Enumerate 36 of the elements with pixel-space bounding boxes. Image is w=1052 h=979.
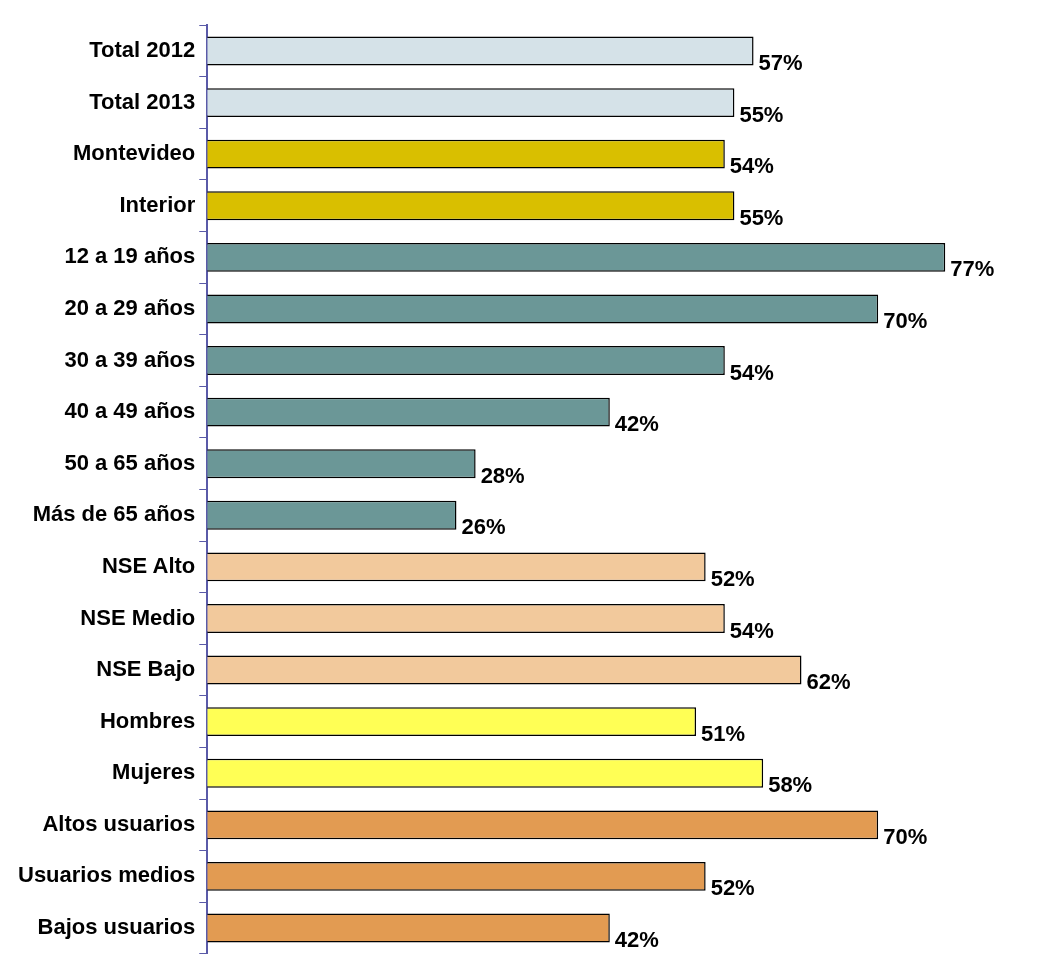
- data-label: 77%: [950, 256, 995, 282]
- data-label: 54%: [729, 617, 774, 643]
- data-label: 58%: [768, 772, 813, 798]
- data-label: 54%: [729, 153, 774, 179]
- data-label: 54%: [729, 359, 774, 385]
- data-label: 42%: [614, 927, 659, 953]
- data-label: 62%: [806, 669, 851, 695]
- data-label: 51%: [701, 720, 746, 746]
- y-tick-label: NSE Bajo: [96, 656, 196, 682]
- data-label: 52%: [710, 565, 755, 591]
- y-tick-label: 40 a 49 años: [64, 398, 196, 424]
- data-label: 28%: [480, 462, 525, 488]
- data-label: 55%: [739, 204, 784, 230]
- y-tick-label: Mujeres: [112, 759, 196, 785]
- y-tick-label: Altos usuarios: [42, 810, 196, 836]
- y-tick-label: Usuarios medios: [18, 862, 196, 888]
- y-tick-label: NSE Alto: [101, 552, 196, 578]
- y-tick-label: Total 2012: [89, 37, 196, 63]
- y-tick-label: 12 a 19 años: [64, 243, 196, 269]
- y-tick-label: Más de 65 años: [32, 501, 196, 527]
- y-tick-label: 20 a 29 años: [64, 295, 196, 320]
- y-tick-label: Interior: [119, 191, 196, 217]
- y-tick-label: Total 2013: [89, 88, 196, 114]
- data-label: 52%: [710, 875, 755, 901]
- y-tick-label: 50 a 65 años: [64, 449, 196, 475]
- data-label: 57%: [758, 50, 803, 76]
- data-label: 42%: [614, 411, 659, 437]
- y-tick-label: Montevideo: [73, 140, 196, 166]
- data-label: 70%: [883, 823, 928, 849]
- y-tick-label: NSE Medio: [80, 604, 196, 630]
- data-label: 26%: [461, 514, 506, 540]
- y-tick-label: Bajos usuarios: [37, 914, 196, 940]
- data-label: 55%: [739, 101, 784, 127]
- y-tick-label: Hombres: [99, 707, 196, 733]
- data-label: 70%: [883, 308, 928, 333]
- y-tick-label: 30 a 39 años: [64, 346, 196, 372]
